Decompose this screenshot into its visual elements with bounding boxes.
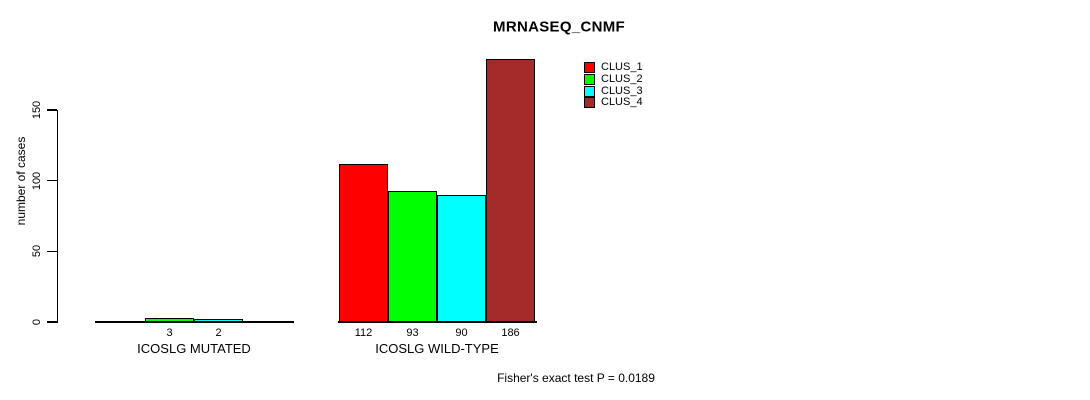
y-tick-label: 50 [31,245,43,258]
bar-CLUS_4 [486,59,535,322]
bar-CLUS_3 [437,194,486,322]
x-category-label: ICOSLG MUTATED [137,341,251,356]
y-axis-line [56,109,58,324]
bar-CLUS_1 [339,163,388,322]
x-category-label: ICOSLG WILD-TYPE [375,341,499,356]
legend-swatch-icon [584,62,595,74]
legend-entry: CLUS_1 [584,62,643,74]
y-tick-label: 100 [31,171,43,190]
bar-CLUS_3 [194,319,243,322]
y-tick-label: 0 [31,318,43,326]
bar-value-label: 93 [406,327,419,339]
legend-label: CLUS_2 [601,73,643,86]
y-tick [47,109,57,111]
bar-value-label: 3 [166,327,173,339]
legend-label: CLUS_1 [601,61,643,74]
legend-label: CLUS_3 [601,84,643,97]
y-tick [47,180,57,182]
legend-swatch-icon [584,74,595,86]
y-tick [47,321,57,323]
legend-swatch-icon [584,97,595,109]
annotation-text: Fisher's exact test P = 0.0189 [497,371,655,385]
y-tick [47,250,57,252]
legend: CLUS_1 CLUS_2 CLUS_3 CLUS_4 [584,62,643,109]
legend-entry: CLUS_4 [584,97,643,109]
chart-title: MRNASEQ_CNMF [493,18,625,36]
bar-value-label: 2 [215,327,222,339]
bar-value-label: 186 [501,327,520,339]
y-axis-label: number of cases [14,136,28,226]
bar-value-label: 112 [354,327,373,339]
bar-CLUS_2 [145,317,194,322]
legend-swatch-icon [584,85,595,97]
group-baseline [94,321,294,323]
group-baseline [337,321,537,323]
legend-entry: CLUS_2 [584,74,643,86]
bar-value-label: 90 [455,327,468,339]
legend-entry: CLUS_3 [584,85,643,97]
y-tick-label: 150 [31,100,43,120]
bar-CLUS_2 [388,190,437,322]
legend-label: CLUS_4 [601,96,643,109]
